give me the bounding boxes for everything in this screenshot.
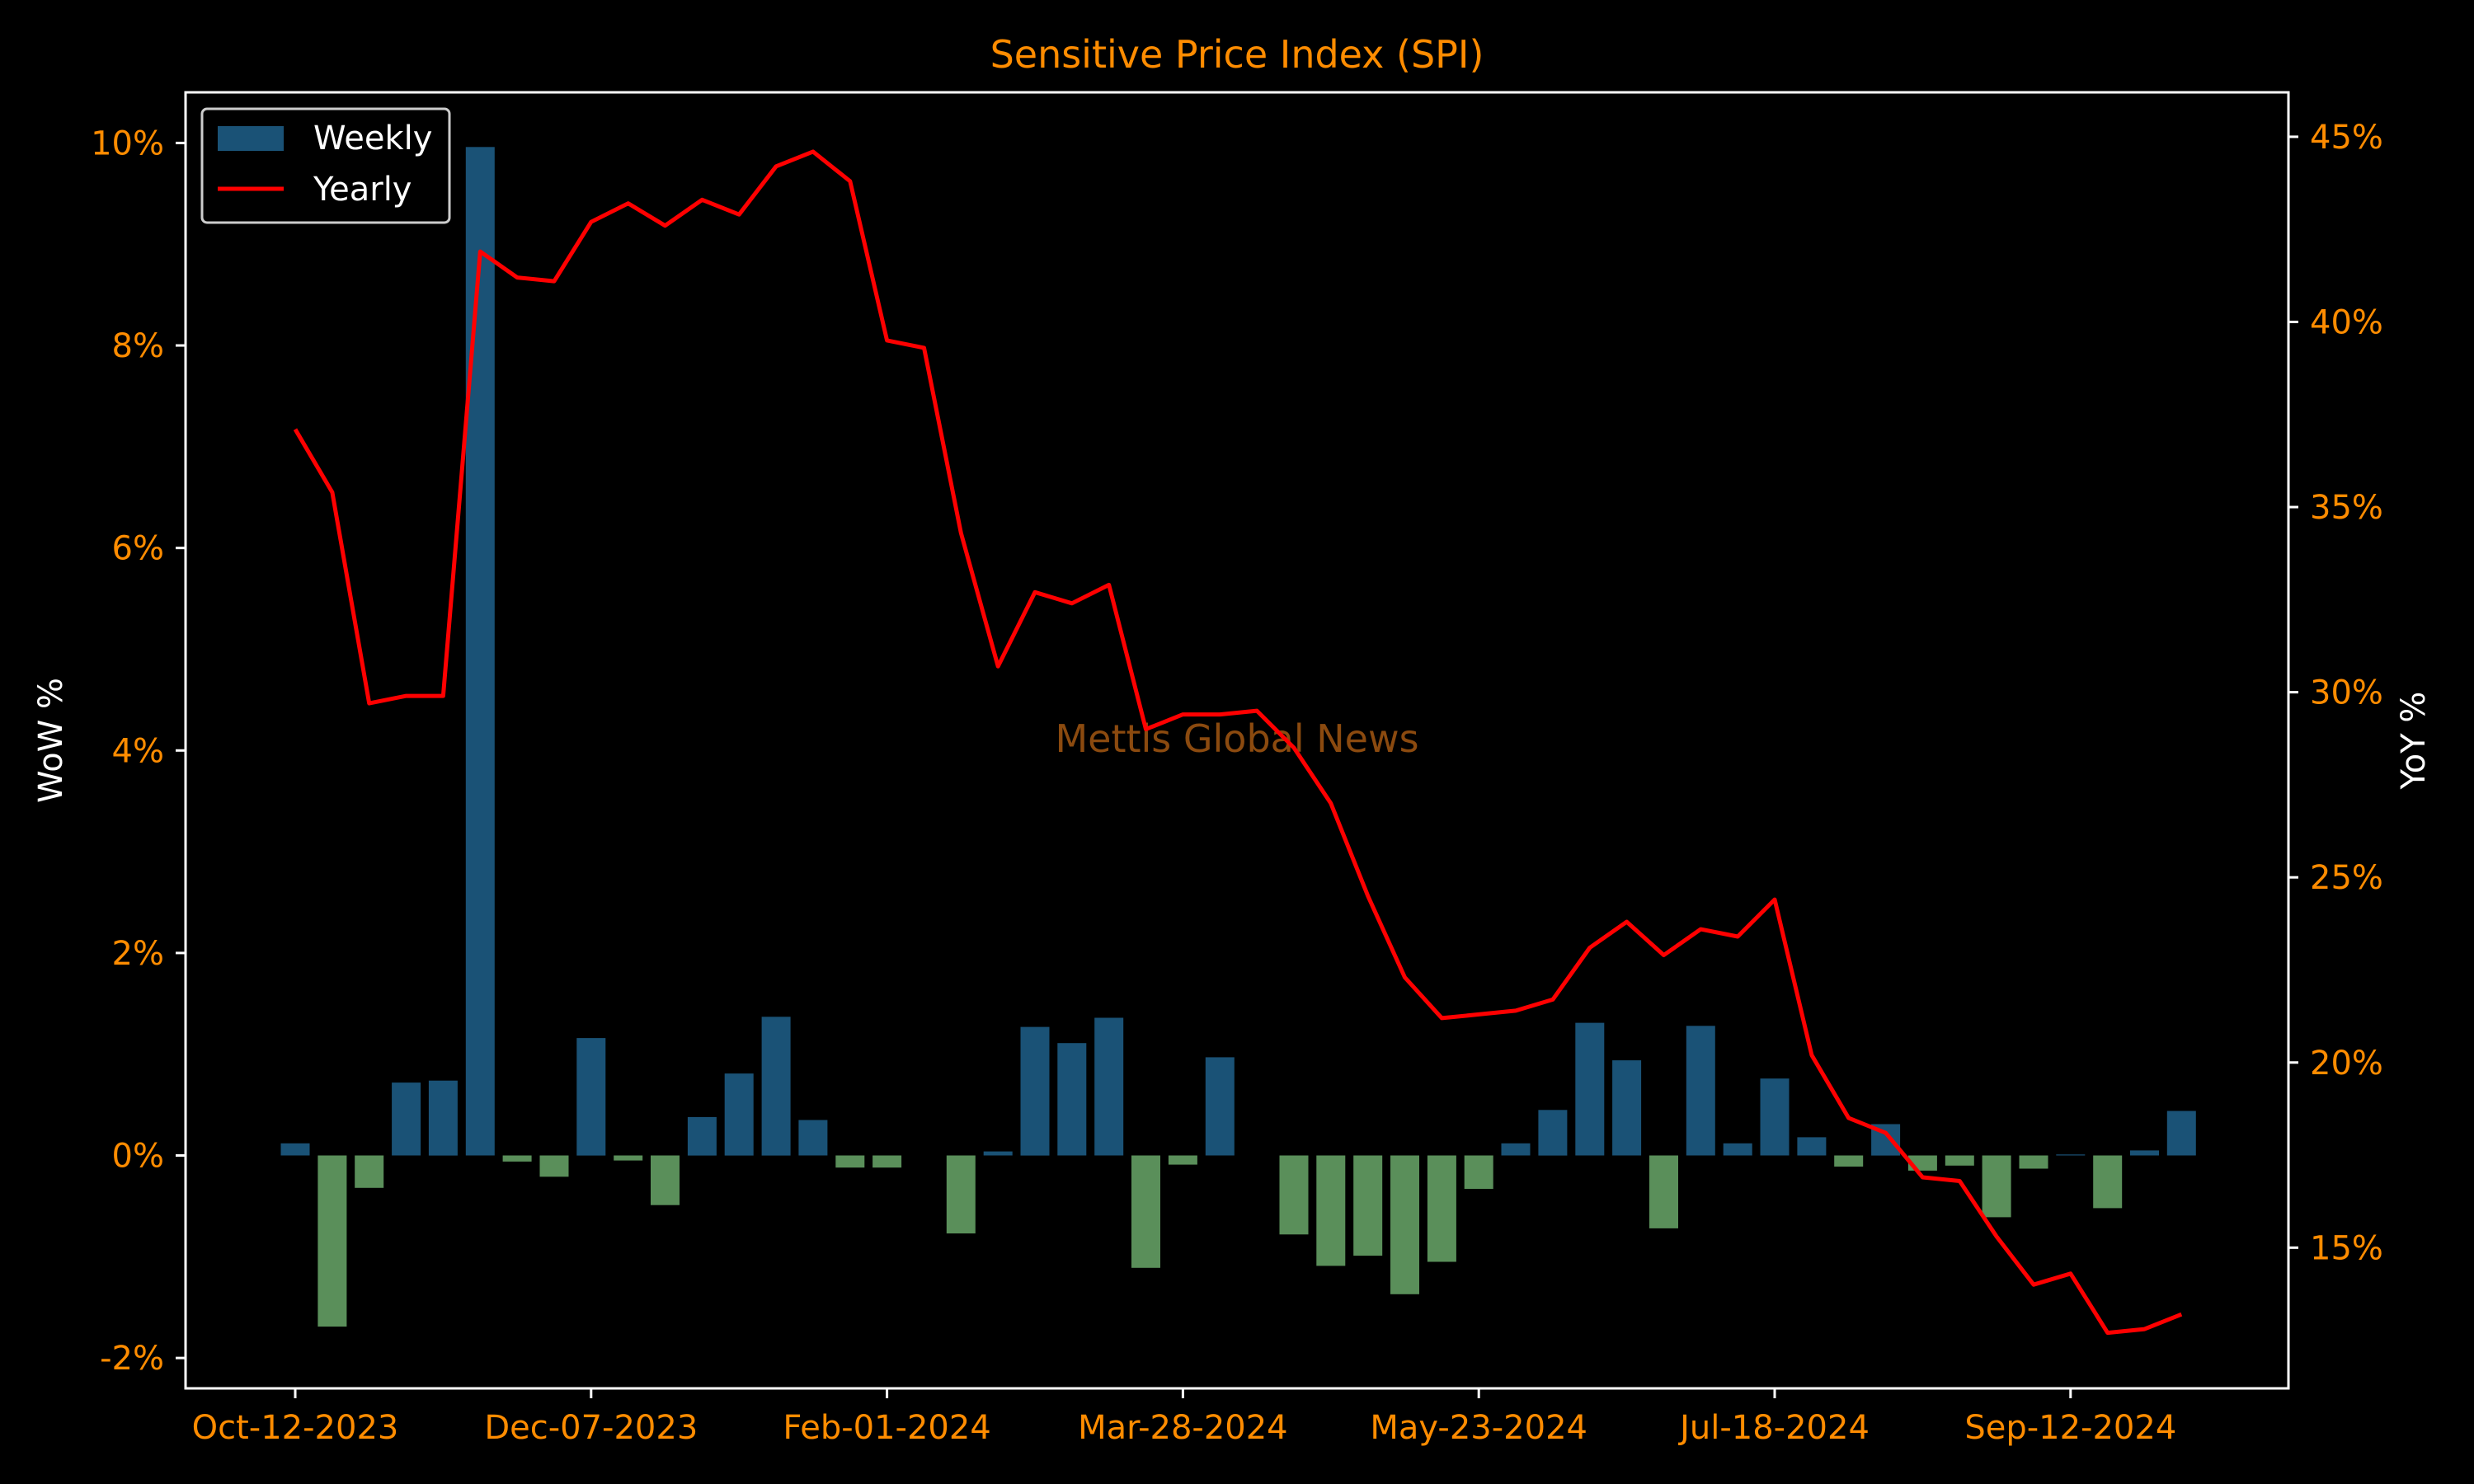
- bar-weekly: [355, 1155, 384, 1188]
- bar-weekly: [835, 1155, 865, 1168]
- bar-weekly: [724, 1073, 754, 1156]
- bar-weekly: [280, 1143, 310, 1156]
- left-tick-label: 0%: [112, 1138, 164, 1176]
- line-layer: [293, 149, 2183, 1336]
- bar-weekly: [1575, 1022, 1605, 1156]
- bar-weekly: [392, 1082, 421, 1156]
- right-tick-label: 20%: [2310, 1045, 2383, 1082]
- bar-weekly: [798, 1120, 828, 1156]
- bar-weekly: [2130, 1150, 2159, 1156]
- bar-weekly: [2166, 1111, 2196, 1156]
- bar-weekly: [1797, 1137, 1827, 1156]
- line-yearly: [293, 149, 2183, 1336]
- bar-weekly: [1945, 1155, 1974, 1166]
- right-tick-label: 15%: [2310, 1229, 2383, 1267]
- bar-weekly: [983, 1151, 1013, 1156]
- left-tick-label: 6%: [112, 530, 164, 568]
- watermark-text: Mettis Global News: [1055, 716, 1418, 761]
- left-tick-label: 10%: [91, 124, 164, 162]
- bar-weekly: [1316, 1155, 1346, 1266]
- bar-weekly: [872, 1155, 902, 1168]
- bar-weekly: [1168, 1155, 1197, 1165]
- bar-weekly: [1538, 1110, 1568, 1156]
- bar-weekly: [1094, 1017, 1124, 1156]
- right-tick-label: 35%: [2310, 489, 2383, 527]
- bar-weekly: [1649, 1155, 1678, 1228]
- bar-weekly: [1353, 1155, 1383, 1256]
- x-tick-label: Dec-07-2023: [484, 1409, 698, 1447]
- legend: Weekly Yearly: [200, 107, 451, 224]
- x-axis-ticks: Oct-12-2023 Dec-07-2023 Feb-01-2024 Mar-28-…: [192, 1388, 2176, 1447]
- right-axis-ticks: 15% 20% 25% 30% 35% 40% 45%: [2288, 119, 2383, 1267]
- bar-weekly: [1020, 1026, 1050, 1156]
- bar-weekly: [317, 1155, 347, 1327]
- right-tick-label: 30%: [2310, 674, 2383, 712]
- bar-weekly: [2093, 1155, 2123, 1209]
- bar-weekly: [428, 1080, 458, 1156]
- bars-layer: [280, 147, 2196, 1327]
- legend-swatch-weekly: [218, 126, 284, 151]
- bar-weekly: [687, 1116, 717, 1156]
- left-tick-label: 8%: [112, 327, 164, 365]
- right-tick-label: 40%: [2310, 303, 2383, 341]
- bar-weekly: [1057, 1043, 1087, 1156]
- left-tick-label: -2%: [100, 1340, 164, 1378]
- plot-frame: [184, 91, 2290, 1390]
- x-tick-label: Mar-28-2024: [1078, 1409, 1287, 1447]
- bar-weekly: [651, 1155, 680, 1205]
- x-tick-label: May-23-2024: [1370, 1409, 1587, 1447]
- bar-weekly: [1390, 1155, 1419, 1294]
- left-axis-label: WoW %: [32, 678, 70, 803]
- bar-weekly: [2056, 1154, 2086, 1156]
- bar-weekly: [946, 1155, 976, 1234]
- bar-weekly: [1834, 1155, 1864, 1167]
- bar-weekly: [1723, 1143, 1752, 1156]
- bar-weekly: [1501, 1143, 1531, 1156]
- bar-weekly: [1760, 1078, 1790, 1156]
- bar-weekly: [761, 1017, 791, 1156]
- chart-title: Sensitive Price Index (SPI): [990, 32, 1484, 77]
- bar-weekly: [539, 1155, 569, 1177]
- bar-weekly: [1686, 1026, 1715, 1156]
- x-tick-label: Jul-18-2024: [1677, 1409, 1870, 1447]
- x-tick-label: Feb-01-2024: [783, 1409, 990, 1447]
- left-axis-ticks: -2% 0% 2% 4% 6% 8% 10%: [91, 124, 186, 1378]
- left-tick-label: 2%: [112, 935, 164, 973]
- right-tick-label: 45%: [2310, 119, 2383, 157]
- bar-weekly: [1279, 1155, 1309, 1235]
- left-tick-label: 4%: [112, 732, 164, 770]
- bar-weekly: [576, 1038, 606, 1156]
- right-tick-label: 25%: [2310, 859, 2383, 897]
- bar-weekly: [1205, 1057, 1235, 1156]
- bar-weekly: [1982, 1155, 2011, 1218]
- bar-weekly: [1612, 1060, 1642, 1156]
- bar-weekly: [465, 147, 495, 1156]
- x-tick-label: Oct-12-2023: [192, 1409, 399, 1447]
- bar-weekly: [2019, 1155, 2048, 1169]
- bar-weekly: [1131, 1155, 1160, 1268]
- bar-weekly: [614, 1155, 643, 1161]
- legend-label-yearly: Yearly: [313, 171, 412, 209]
- legend-label-weekly: Weekly: [313, 120, 432, 157]
- bar-weekly: [502, 1155, 532, 1162]
- bar-weekly: [1427, 1155, 1456, 1262]
- bar-weekly: [1464, 1155, 1493, 1189]
- right-axis-label: YoY %: [2395, 692, 2433, 791]
- x-tick-label: Sep-12-2024: [1964, 1409, 2176, 1447]
